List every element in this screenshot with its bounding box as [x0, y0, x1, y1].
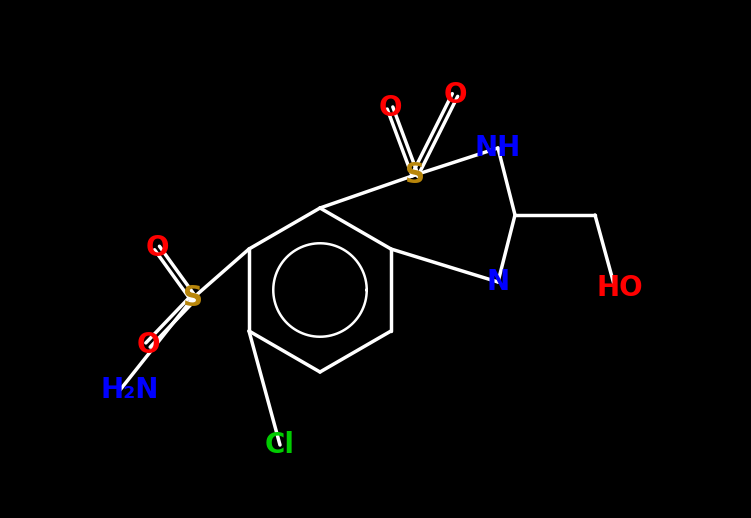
Text: O: O [136, 331, 160, 359]
Text: O: O [443, 81, 467, 109]
Text: H₂N: H₂N [101, 376, 159, 404]
Text: HO: HO [597, 274, 644, 302]
Text: S: S [183, 284, 203, 312]
Text: N: N [487, 268, 510, 296]
Text: Cl: Cl [265, 431, 295, 459]
Text: O: O [145, 234, 169, 262]
Text: S: S [405, 161, 425, 189]
Text: O: O [379, 94, 402, 122]
Text: NH: NH [475, 134, 521, 162]
